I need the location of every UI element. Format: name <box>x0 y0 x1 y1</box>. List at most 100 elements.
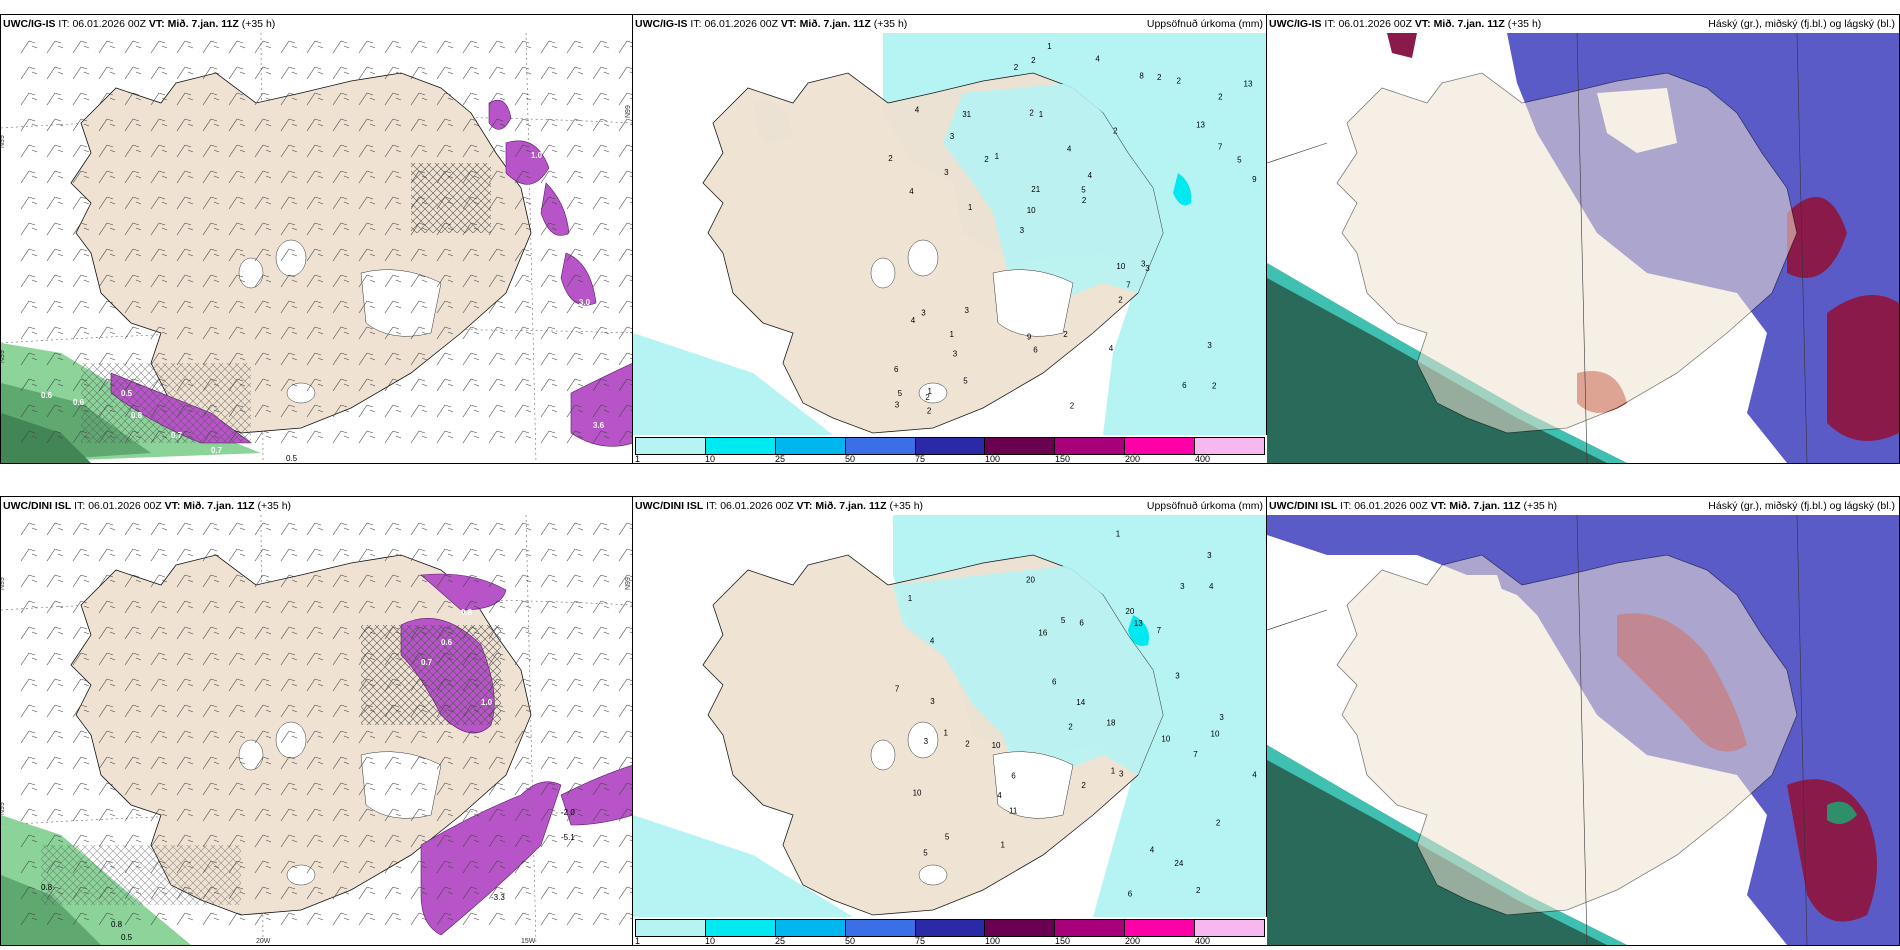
wind-barb <box>540 574 558 588</box>
lead-time: (+35 h) <box>257 500 292 512</box>
wind-barb <box>436 756 454 770</box>
precip-value: 3 <box>1145 264 1150 273</box>
precip-value: 3 <box>944 168 949 177</box>
wind-barb <box>228 222 246 236</box>
wind-barb <box>306 548 324 562</box>
wind-barb <box>254 300 272 314</box>
wind-label: 0.7 <box>211 446 223 455</box>
wind-barb <box>228 274 246 288</box>
wind-barb <box>332 782 350 796</box>
vt-label: VT: <box>148 18 165 30</box>
wind-barb <box>254 92 272 106</box>
wind-label: 0.7 <box>421 658 433 667</box>
wind-barb <box>150 118 168 132</box>
wind-barb <box>488 430 506 444</box>
wind-barb <box>280 860 298 874</box>
wind-label: 0.8 <box>41 883 53 892</box>
wind-barb <box>436 66 454 80</box>
wind-barb <box>20 326 38 340</box>
wind-barb <box>176 118 194 132</box>
wind-barb <box>202 274 220 288</box>
legend-swatch <box>985 438 1056 454</box>
wind-barb <box>592 118 610 132</box>
wind-barb <box>72 548 90 562</box>
wind-barb <box>72 886 90 900</box>
wind-barb <box>436 170 454 184</box>
model-name: UWC/DINI ISL <box>1269 500 1338 512</box>
wind-map: 0.6 0.6 0.5 0.8 0.7 0.7 0.5 3.6 3.0 1.0 … <box>1 33 633 463</box>
precip-value: 10 <box>913 788 922 797</box>
model-name: UWC/IG-IS <box>635 18 688 30</box>
wind-barb <box>410 274 428 288</box>
wind-barb <box>202 378 220 392</box>
wind-barb <box>306 522 324 536</box>
glaciers <box>238 239 442 404</box>
wind-barb <box>514 300 532 314</box>
wind-barb <box>202 404 220 418</box>
wind-barb <box>332 248 350 262</box>
wind-barb <box>358 860 376 874</box>
wind-barb <box>176 300 194 314</box>
panel-header: UWC/IG-IS IT: 06.01.2026 00Z VT: Mið. 7.… <box>1267 15 1899 33</box>
wind-barb <box>436 274 454 288</box>
wind-barb <box>462 652 480 666</box>
precip-shading-west <box>633 815 853 917</box>
precip-value: 1 <box>928 387 933 396</box>
wind-barb <box>462 756 480 770</box>
wind-barb <box>98 626 116 640</box>
wind-barb <box>358 92 376 106</box>
wind-barb <box>228 886 246 900</box>
wind-barb <box>280 118 298 132</box>
wind-barb <box>280 808 298 822</box>
wind-barb <box>384 834 402 848</box>
wind-barb <box>20 352 38 366</box>
wind-barb <box>124 248 142 262</box>
wind-barb <box>72 300 90 314</box>
wind-barb <box>410 144 428 158</box>
wind-barb <box>254 248 272 262</box>
wind-barb <box>592 782 610 796</box>
legend-swatch <box>1055 920 1126 936</box>
wind-barb <box>332 118 350 132</box>
vt-label: VT: <box>1414 18 1431 30</box>
wind-barb <box>488 404 506 418</box>
wind-barb <box>462 600 480 614</box>
wind-barb <box>306 626 324 640</box>
legend-swatch <box>1195 920 1265 936</box>
precip-value: 2 <box>1177 76 1182 85</box>
wind-map: 0.8 0.7 1.0 0.6 0.8 -2.0 -5.1 -3.3 0.8 0… <box>1 515 633 945</box>
wind-barb <box>410 574 428 588</box>
wind-label: -2.0 <box>561 808 575 817</box>
wind-barb <box>514 274 532 288</box>
wind-barb <box>436 808 454 822</box>
wind-barb <box>98 652 116 666</box>
wind-barb <box>592 808 610 822</box>
model-name: UWC/DINI ISL <box>3 500 72 512</box>
wind-barb <box>124 92 142 106</box>
wind-barb <box>566 756 584 770</box>
wind-barb <box>254 378 272 392</box>
it-label: IT: <box>1340 500 1352 512</box>
legend-swatch <box>636 920 706 936</box>
wind-barb <box>384 860 402 874</box>
wind-barb <box>98 522 116 536</box>
wind-barb <box>332 92 350 106</box>
wind-barb <box>566 326 584 340</box>
wind-barb <box>254 678 272 692</box>
wind-barb <box>72 756 90 770</box>
wind-barb <box>20 300 38 314</box>
wind-barb <box>306 730 324 744</box>
wind-barb <box>462 196 480 210</box>
precip-value: 3 <box>921 308 926 317</box>
wind-barb <box>20 144 38 158</box>
wind-barb <box>592 678 610 692</box>
vt-label: VT: <box>780 18 797 30</box>
wind-barb <box>514 600 532 614</box>
wind-barb <box>124 144 142 158</box>
wind-barb <box>514 834 532 848</box>
wind-barb <box>20 274 38 288</box>
wind-barb <box>514 326 532 340</box>
wind-barb <box>514 92 532 106</box>
wind-barb <box>254 170 272 184</box>
legend-tick: 75 <box>914 454 925 464</box>
